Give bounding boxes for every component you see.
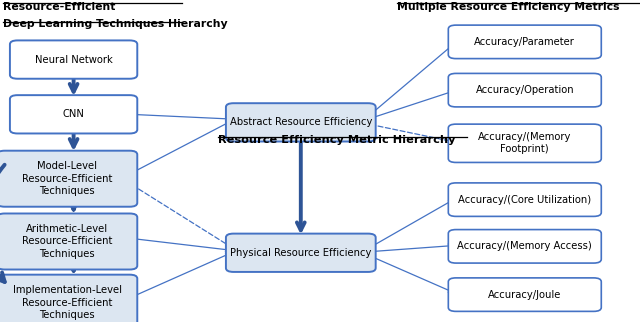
FancyBboxPatch shape <box>448 183 602 216</box>
Text: Accuracy/Operation: Accuracy/Operation <box>476 85 574 95</box>
Text: Accuracy/Parameter: Accuracy/Parameter <box>474 37 575 47</box>
FancyBboxPatch shape <box>0 275 138 322</box>
FancyBboxPatch shape <box>10 41 138 79</box>
FancyBboxPatch shape <box>226 103 376 142</box>
FancyBboxPatch shape <box>226 234 376 272</box>
Text: Accuracy/(Memory
Footprint): Accuracy/(Memory Footprint) <box>478 132 572 155</box>
FancyArrowPatch shape <box>0 165 4 282</box>
Text: Arithmetic-Level
Resource-Efficient
Techniques: Arithmetic-Level Resource-Efficient Tech… <box>22 224 113 259</box>
FancyBboxPatch shape <box>448 25 602 59</box>
Text: CNN: CNN <box>63 109 84 119</box>
Text: Abstract Resource Efficiency: Abstract Resource Efficiency <box>230 117 372 128</box>
Text: Neural Network: Neural Network <box>35 54 113 65</box>
FancyBboxPatch shape <box>448 278 602 311</box>
Text: Accuracy/Joule: Accuracy/Joule <box>488 289 561 300</box>
Text: Accuracy/(Memory Access): Accuracy/(Memory Access) <box>458 241 592 251</box>
FancyBboxPatch shape <box>448 124 602 162</box>
Text: Physical Resource Efficiency: Physical Resource Efficiency <box>230 248 371 258</box>
FancyBboxPatch shape <box>448 230 602 263</box>
Text: Model-Level
Resource-Efficient
Techniques: Model-Level Resource-Efficient Technique… <box>22 161 113 196</box>
FancyBboxPatch shape <box>10 95 138 133</box>
Text: Implementation-Level
Resource-Efficient
Techniques: Implementation-Level Resource-Efficient … <box>13 285 122 320</box>
Text: Deep Learning Techniques Hierarchy: Deep Learning Techniques Hierarchy <box>3 19 228 29</box>
Text: Multiple Resource Efficiency Metrics: Multiple Resource Efficiency Metrics <box>397 2 620 12</box>
FancyBboxPatch shape <box>0 151 138 207</box>
Text: Resource-Efficient: Resource-Efficient <box>3 2 116 12</box>
FancyBboxPatch shape <box>0 213 138 270</box>
Text: Accuracy/(Core Utilization): Accuracy/(Core Utilization) <box>458 194 591 205</box>
Text: Resource Efficiency Metric Hierarchy: Resource Efficiency Metric Hierarchy <box>218 135 455 145</box>
FancyBboxPatch shape <box>448 73 602 107</box>
